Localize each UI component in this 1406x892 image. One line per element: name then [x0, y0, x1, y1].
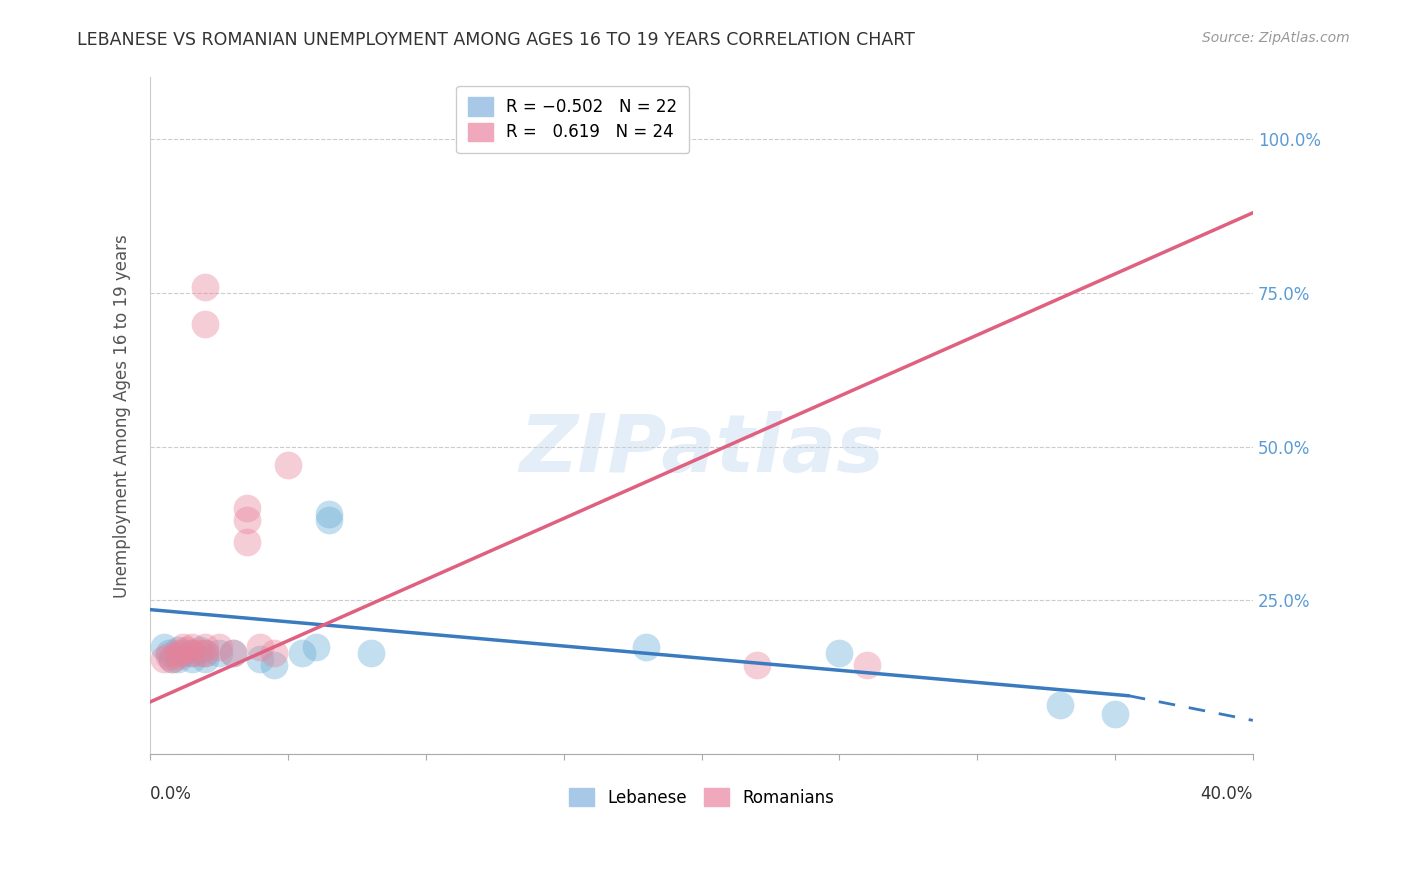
Y-axis label: Unemployment Among Ages 16 to 19 years: Unemployment Among Ages 16 to 19 years: [114, 234, 131, 598]
Point: [249, 652, 271, 666]
Point: [828, 646, 851, 660]
Point: [304, 640, 326, 654]
Point: [188, 646, 211, 660]
Point: [172, 646, 194, 660]
Point: [172, 640, 194, 654]
Point: [159, 648, 181, 663]
Point: [636, 640, 658, 654]
Point: [194, 646, 217, 660]
Point: [318, 508, 340, 522]
Legend: Lebanese, Romanians: Lebanese, Romanians: [562, 781, 841, 814]
Point: [194, 652, 217, 666]
Point: [194, 317, 217, 331]
Point: [856, 658, 879, 673]
Point: [194, 640, 217, 654]
Point: [160, 652, 183, 666]
Point: [194, 646, 217, 660]
Point: [174, 642, 197, 657]
Text: Source: ZipAtlas.com: Source: ZipAtlas.com: [1202, 31, 1350, 45]
Point: [249, 640, 271, 654]
Point: [360, 646, 382, 660]
Point: [1104, 707, 1126, 722]
Point: [166, 642, 188, 657]
Text: 0.0%: 0.0%: [150, 785, 193, 803]
Point: [180, 646, 202, 660]
Point: [235, 513, 257, 527]
Point: [180, 640, 202, 654]
Text: 40.0%: 40.0%: [1201, 785, 1253, 803]
Point: [277, 458, 299, 472]
Point: [159, 646, 181, 660]
Point: [208, 646, 231, 660]
Point: [208, 640, 231, 654]
Point: [180, 646, 202, 660]
Point: [188, 642, 211, 657]
Point: [318, 513, 340, 527]
Point: [291, 646, 314, 660]
Point: [180, 652, 202, 666]
Text: LEBANESE VS ROMANIAN UNEMPLOYMENT AMONG AGES 16 TO 19 YEARS CORRELATION CHART: LEBANESE VS ROMANIAN UNEMPLOYMENT AMONG …: [77, 31, 915, 49]
Point: [1049, 698, 1071, 712]
Point: [263, 658, 285, 673]
Point: [222, 646, 245, 660]
Text: ZIPatlas: ZIPatlas: [519, 410, 884, 489]
Point: [166, 652, 188, 666]
Point: [166, 646, 188, 660]
Point: [153, 640, 176, 654]
Point: [166, 648, 188, 663]
Point: [263, 646, 285, 660]
Point: [194, 279, 217, 293]
Point: [745, 658, 768, 673]
Point: [235, 501, 257, 516]
Point: [222, 646, 245, 660]
Point: [153, 652, 176, 666]
Point: [160, 652, 183, 666]
Point: [235, 535, 257, 549]
